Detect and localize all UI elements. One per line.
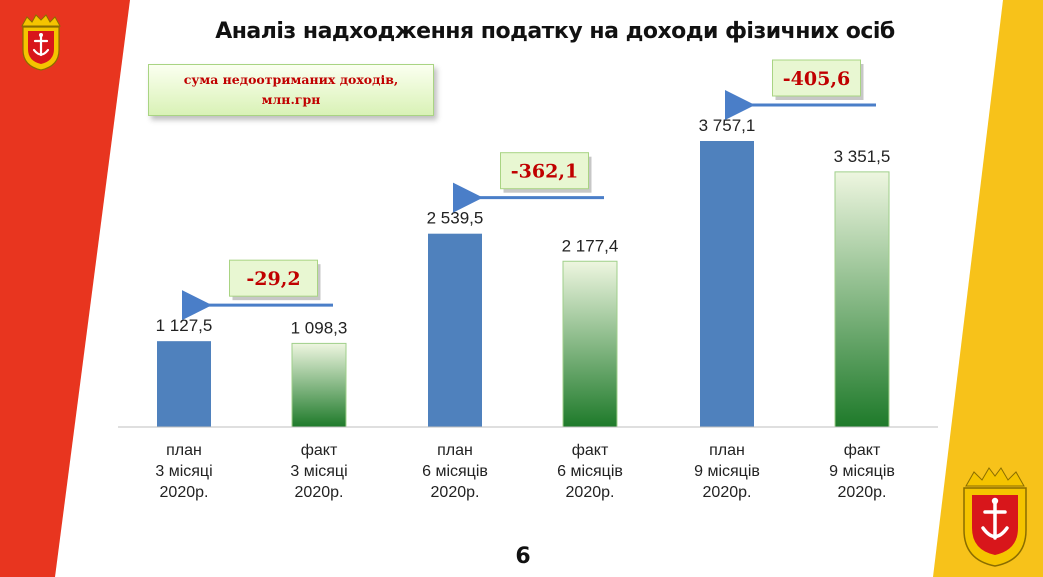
value-label-1: 1 127,5	[156, 316, 213, 335]
page-title: Аналіз надходження податку на доходи фіз…	[215, 19, 895, 44]
odesa-coat-of-arms-bottom-right	[956, 466, 1034, 575]
category-label-2-line-3: 2020р.	[295, 484, 344, 501]
page-number: 6	[515, 544, 531, 569]
category-label-1-line-3: 2020р.	[160, 484, 209, 501]
difference-label-3: -405,6	[783, 68, 850, 90]
category-label-3-line-1: план	[437, 442, 473, 459]
plan-bar-5	[700, 141, 754, 427]
difference-box-1	[229, 259, 318, 297]
category-label-2-line-2: 3 місяці	[290, 463, 347, 480]
value-label-6: 3 351,5	[834, 147, 891, 166]
category-label-3-line-3: 2020р.	[431, 484, 480, 501]
value-label-3: 2 539,5	[427, 209, 484, 228]
category-label-5-line-2: 9 місяців	[694, 463, 760, 480]
category-label-3-line-2: 6 місяців	[422, 463, 488, 480]
value-label-4: 2 177,4	[562, 236, 619, 255]
category-label-4-line-1: факт	[572, 442, 609, 459]
difference-label-1: -29,2	[246, 268, 300, 290]
category-label-5-line-3: 2020р.	[703, 484, 752, 501]
value-label-5: 3 757,1	[699, 116, 756, 135]
right-yellow-stripe	[933, 0, 1043, 577]
left-red-stripe	[0, 0, 130, 577]
difference-box-2	[500, 152, 589, 190]
plan-bar-3	[428, 233, 482, 427]
odesa-coat-of-arms-top-left	[18, 14, 64, 77]
legend-note-box: сума недоотриманих доходів, млн.грн	[148, 64, 434, 116]
fact-bar-2	[291, 342, 347, 428]
fact-bar-6	[834, 171, 890, 428]
fact-bar-4	[562, 260, 618, 428]
value-label-2: 1 098,3	[291, 318, 348, 337]
category-label-2-line-1: факт	[301, 442, 338, 459]
category-label-6-line-1: факт	[844, 442, 881, 459]
category-label-6-line-3: 2020р.	[838, 484, 887, 501]
category-label-5-line-1: план	[709, 442, 745, 459]
plan-bar-1	[157, 341, 211, 427]
category-label-4-line-2: 6 місяців	[557, 463, 623, 480]
difference-label-2: -362,1	[511, 161, 578, 183]
legend-note-text: сума недоотриманих доходів, млн.грн	[183, 72, 399, 107]
category-label-6-line-2: 9 місяців	[829, 463, 895, 480]
category-label-4-line-3: 2020р.	[566, 484, 615, 501]
category-label-1-line-2: 3 місяці	[155, 463, 212, 480]
difference-box-3	[772, 59, 861, 97]
category-label-1-line-1: план	[166, 442, 202, 459]
